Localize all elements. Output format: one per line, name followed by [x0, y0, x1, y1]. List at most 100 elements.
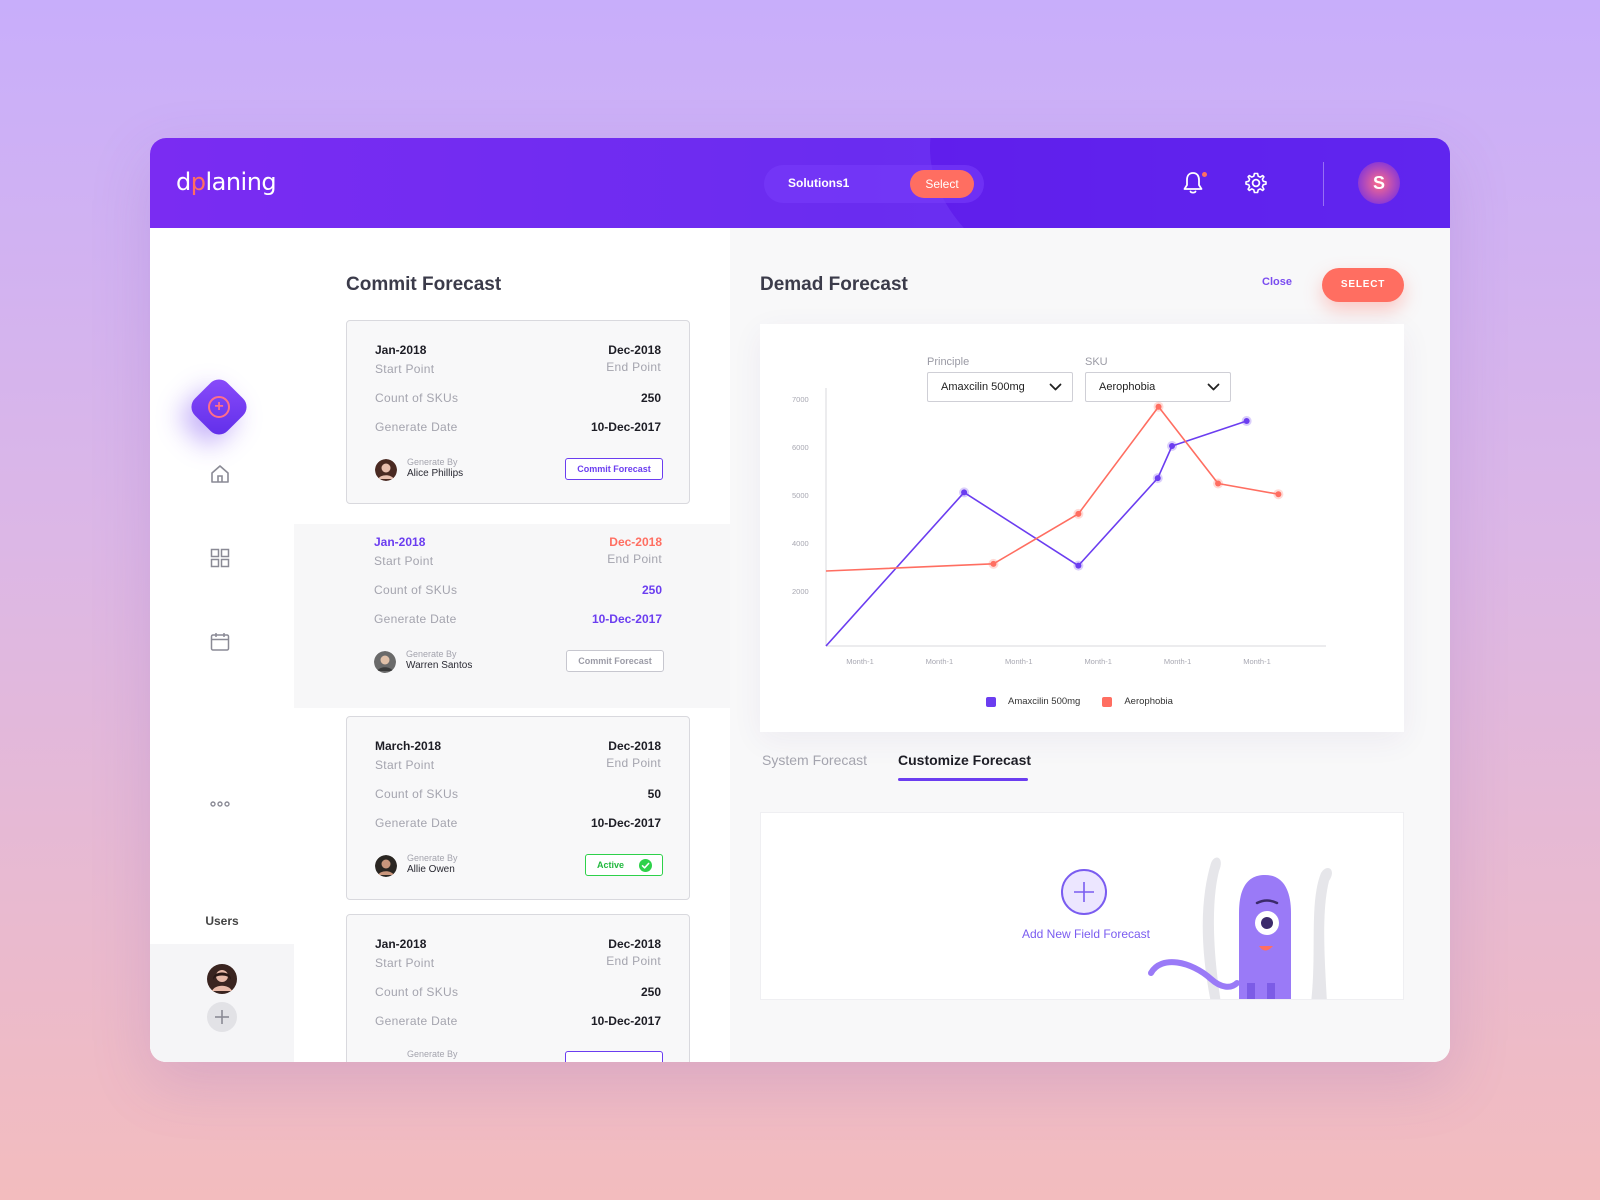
chevron-down-icon	[1049, 383, 1062, 391]
generate-by-name: Allie Owen	[407, 864, 455, 875]
app-logo[interactable]: dplaning	[176, 168, 277, 196]
home-icon[interactable]	[208, 462, 232, 486]
sku-value: Aerophobia	[1099, 381, 1156, 393]
count-value: 250	[641, 583, 662, 597]
commit-forecast-title: Commit Forecast	[346, 274, 502, 295]
y-tick-label: 6000	[792, 443, 809, 452]
gear-icon[interactable]	[1243, 170, 1269, 196]
count-label: Count of SKUs	[375, 985, 459, 999]
notification-dot	[1202, 172, 1207, 177]
legend-item: Amaxcilin 500mg	[986, 696, 1080, 707]
solution-switcher[interactable]: Solutions1 Select	[764, 165, 984, 203]
y-tick-label: 7000	[792, 395, 809, 404]
demand-forecast-title: Demad Forecast	[760, 274, 908, 295]
y-tick-label: 2000	[792, 587, 809, 596]
principle-value: Amaxcilin 500mg	[941, 381, 1025, 393]
add-forecast-label[interactable]: Add New Field Forecast	[1021, 927, 1151, 941]
generate-date-label: Generate Date	[375, 816, 458, 830]
plus-circle-icon[interactable]: +	[208, 396, 230, 418]
x-tick-label: Month-1	[1084, 657, 1112, 666]
legend-label: Amaxcilin 500mg	[1008, 696, 1081, 707]
commit-forecast-button[interactable]: Commit Forecast	[566, 650, 664, 672]
data-point	[1075, 562, 1082, 569]
avatar	[375, 855, 397, 877]
start-date: Jan-2018	[374, 535, 426, 549]
forecast-card[interactable]: March-2018 Dec-2018 Start Point End Poin…	[346, 716, 690, 900]
data-point	[1215, 480, 1222, 487]
user-avatar-image[interactable]	[207, 964, 237, 994]
data-point	[961, 489, 968, 496]
close-link[interactable]: Close	[1262, 276, 1292, 288]
y-tick-label: 4000	[792, 539, 809, 548]
end-date: Dec-2018	[608, 937, 661, 951]
forecast-card[interactable]: Jan-2018 Dec-2018 Start Point End Point …	[346, 914, 690, 1062]
count-value: 250	[640, 391, 661, 405]
generate-by-label: Generate By	[407, 853, 458, 863]
data-point	[1169, 443, 1176, 449]
data-point	[1275, 491, 1282, 498]
generate-by-label: Generate By	[407, 457, 458, 467]
data-point	[1154, 475, 1161, 482]
demand-line-chart: 7000 6000 5000 4000 2000 Month-1 Month-1 Month-…	[792, 388, 1326, 666]
count-value: 50	[647, 787, 661, 801]
principle-dropdown[interactable]: Amaxcilin 500mg	[927, 372, 1073, 402]
user-avatar[interactable]: S	[1358, 162, 1400, 204]
end-point-label: End Point	[607, 552, 662, 566]
active-tab-indicator	[898, 778, 1028, 781]
end-point-label: End Point	[606, 954, 661, 968]
data-point	[990, 560, 997, 567]
sku-label: SKU	[1085, 356, 1108, 368]
generate-by-name: Alice Phillips	[407, 468, 464, 479]
grid-icon[interactable]	[208, 546, 232, 570]
tab-customize-forecast[interactable]: Customize Forecast	[898, 752, 1032, 768]
header-divider	[1323, 162, 1324, 206]
end-point-label: End Point	[606, 360, 661, 374]
generate-date-label: Generate Date	[374, 612, 457, 626]
end-date: Dec-2018	[608, 739, 661, 753]
add-forecast-button[interactable]	[1061, 869, 1107, 915]
x-tick-label: Month-1	[1243, 657, 1271, 666]
count-value: 250	[640, 985, 661, 999]
generate-date-value: 10-Dec-2017	[590, 1014, 661, 1028]
top-bar: dplaning Solutions1 Select S	[150, 138, 1450, 228]
start-point-label: Start Point	[375, 758, 435, 772]
calendar-icon[interactable]	[208, 630, 232, 654]
legend-swatch	[986, 696, 996, 707]
data-point	[1243, 418, 1250, 424]
chevron-down-icon	[1207, 383, 1220, 391]
start-date: Jan-2018	[375, 343, 427, 357]
bell-icon[interactable]	[1180, 170, 1206, 196]
commit-forecast-button[interactable]: Commit Forecast	[565, 458, 663, 480]
check-icon	[639, 859, 652, 872]
plus-icon	[1074, 882, 1094, 902]
solution-select-button[interactable]: Select	[910, 170, 974, 198]
generate-date-label: Generate Date	[375, 1014, 458, 1028]
avatar	[374, 651, 396, 673]
tab-system-forecast[interactable]: System Forecast	[762, 752, 868, 768]
active-status-badge[interactable]: Active	[585, 854, 663, 876]
legend-label: Aerophobia	[1124, 696, 1173, 707]
more-icon[interactable]	[208, 792, 232, 816]
end-date: Dec-2018	[609, 535, 662, 549]
x-tick-label: Month-1	[1005, 657, 1033, 666]
generate-by-label: Generate By	[406, 649, 457, 659]
add-user-button[interactable]	[207, 1002, 237, 1032]
monster-illustration	[1148, 857, 1332, 999]
solution-label: Solutions1	[788, 176, 850, 190]
data-point	[1155, 403, 1162, 410]
sku-dropdown[interactable]: Aerophobia	[1085, 372, 1231, 402]
forecast-card[interactable]: Jan-2018 Dec-2018 Start Point End Point …	[346, 524, 690, 708]
select-button[interactable]: SELECT	[1322, 268, 1404, 302]
legend-swatch	[1102, 696, 1113, 707]
commit-forecast-button[interactable]	[565, 1051, 663, 1062]
users-tray	[150, 944, 294, 1062]
y-tick-label: 5000	[792, 491, 809, 500]
start-point-label: Start Point	[375, 362, 435, 376]
generate-date-value: 10-Dec-2017	[590, 816, 661, 830]
principle-label: Principle	[927, 356, 970, 368]
start-date: Jan-2018	[375, 937, 427, 951]
start-point-label: Start Point	[374, 554, 434, 568]
forecast-card[interactable]: Jan-2018 Dec-2018 Start Point End Point …	[346, 320, 690, 504]
add-forecast-panel: Add New Field Forecast	[760, 812, 1404, 1000]
count-label: Count of SKUs	[374, 583, 458, 597]
